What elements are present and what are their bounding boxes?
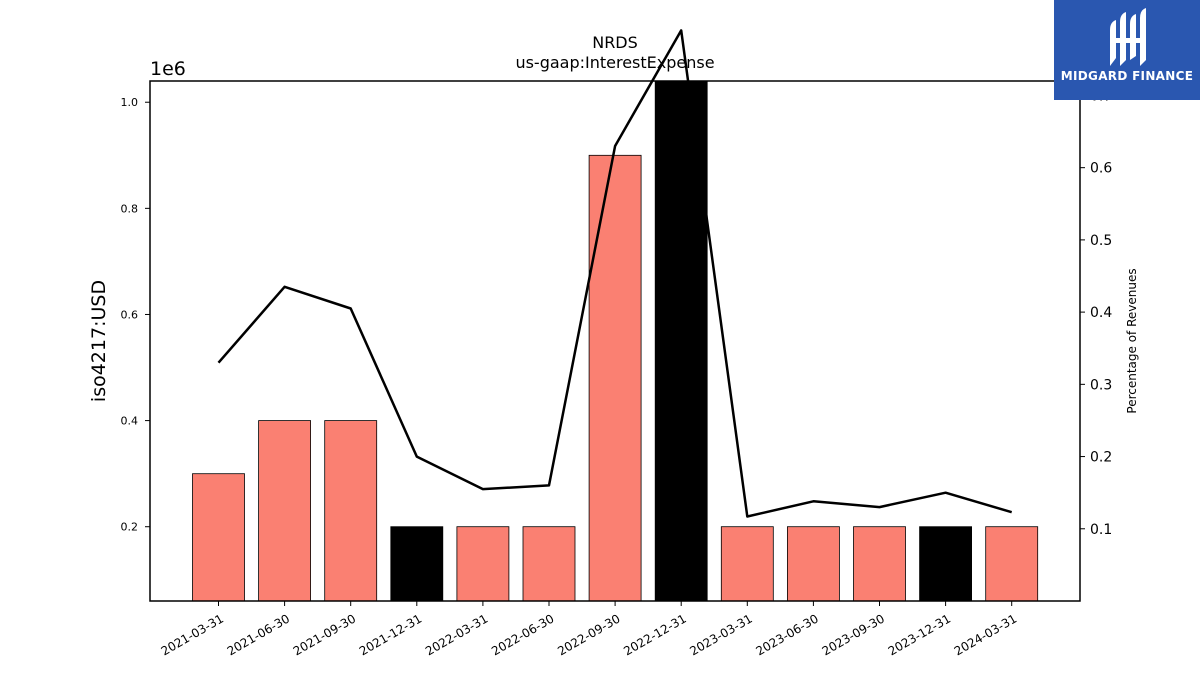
y2-axis: 0.10.20.30.40.50.60.7: [1080, 88, 1112, 538]
y2-axis-label: Percentage of Revenues: [1125, 268, 1139, 413]
x-tick-label: 2021-06-30: [225, 611, 292, 658]
y-axis: 0.2 0.4 0.6 0.8 1.0: [121, 96, 150, 534]
midgard-logo-icon: [1110, 8, 1146, 66]
x-tick-label: 2023-03-31: [687, 611, 754, 658]
y-tick-label: 1.0: [121, 96, 139, 109]
y-tick-label: 0.4: [121, 415, 139, 428]
percentage-line: [217, 29, 1013, 518]
bar-2022-03-31: [456, 526, 510, 602]
y2-tick-label: 0.1: [1090, 522, 1112, 538]
x-tick-label: 2022-12-31: [621, 611, 688, 658]
bar-2023-12-31: [919, 526, 972, 602]
y2-tick-label: 0.6: [1090, 161, 1112, 177]
x-tick-label: 2023-06-30: [753, 611, 820, 658]
y-tick-label: 0.2: [121, 521, 139, 534]
x-tick-label: 2021-03-31: [159, 611, 226, 658]
y2-tick-label: 0.5: [1090, 233, 1112, 249]
y-offset-label: 1e6: [150, 58, 186, 80]
bar-series: [192, 80, 1039, 602]
y2-tick-label: 0.2: [1090, 450, 1112, 466]
logo-text: MIDGARD FINANCE: [1060, 69, 1194, 83]
bar-2021-09-30: [324, 420, 378, 602]
y2-tick-label: 0.3: [1090, 377, 1112, 393]
x-tick-label: 2023-09-30: [820, 611, 887, 658]
chart-title: NRDS: [592, 33, 638, 52]
bar-2023-06-30: [787, 526, 840, 602]
bar-2022-12-31: [654, 80, 708, 602]
x-axis: 2021-03-312021-06-302021-09-302021-12-31…: [159, 601, 1019, 658]
x-tick-label: 2021-12-31: [357, 611, 424, 658]
bar-2023-03-31: [720, 526, 774, 602]
x-tick-label: 2022-03-31: [423, 611, 490, 658]
x-tick-label: 2021-09-30: [291, 611, 358, 658]
y-tick-label: 0.8: [121, 202, 139, 215]
y2-tick-label: 0.4: [1090, 305, 1112, 321]
bar-2021-03-31: [192, 473, 245, 602]
y-tick-label: 0.6: [121, 308, 139, 321]
bar-2021-06-30: [258, 420, 312, 602]
midgard-finance-logo: MIDGARD FINANCE: [1054, 0, 1200, 100]
bar-2024-03-31: [985, 526, 1039, 602]
y-axis-label: iso4217:USD: [88, 280, 110, 402]
x-tick-label: 2023-12-31: [886, 611, 953, 658]
plot-frame: [149, 80, 1081, 602]
x-tick-label: 2022-06-30: [489, 611, 556, 658]
x-tick-label: 2024-03-31: [952, 611, 1019, 658]
x-tick-label: 2022-09-30: [555, 611, 622, 658]
bar-2022-09-30: [588, 154, 642, 602]
bar-2023-09-30: [853, 526, 906, 602]
bar-2022-06-30: [522, 526, 576, 602]
bar-2021-12-31: [390, 526, 444, 602]
